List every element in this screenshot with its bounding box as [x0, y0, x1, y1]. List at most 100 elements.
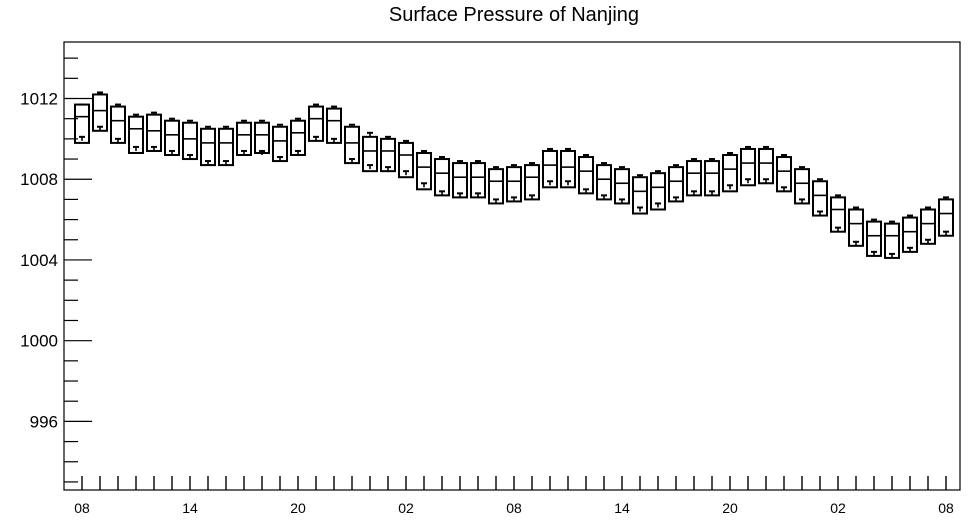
box-item	[524, 162, 540, 201]
box-body	[920, 208, 936, 245]
box-item	[686, 158, 702, 197]
box-body	[92, 93, 108, 132]
box-body	[506, 166, 522, 203]
box-body	[110, 105, 126, 144]
box-body	[218, 127, 234, 167]
box-item	[200, 125, 216, 167]
box-item	[92, 91, 108, 132]
box-item	[542, 147, 558, 189]
box-body	[776, 156, 792, 193]
box-item	[272, 123, 288, 163]
box-item	[146, 111, 162, 152]
box-body	[848, 208, 864, 247]
box-body	[272, 125, 288, 163]
box-item	[560, 147, 576, 189]
box-item	[488, 166, 504, 205]
box-item	[308, 103, 324, 142]
box-body	[290, 119, 306, 157]
box-item	[416, 149, 432, 191]
box-body	[524, 164, 540, 201]
box-body	[866, 220, 882, 257]
box-item	[614, 166, 630, 205]
box-item	[704, 158, 720, 197]
box-item	[380, 135, 396, 173]
box-item	[668, 164, 684, 203]
box-item	[236, 119, 252, 157]
box-item	[254, 119, 270, 155]
box-body	[488, 168, 504, 205]
box-body	[344, 125, 360, 165]
box-item	[812, 178, 828, 217]
y-tick-label: 1012	[20, 90, 58, 109]
y-axis: 996 1000 1004 1008 1012	[20, 57, 92, 483]
y-tick-label: 996	[30, 412, 58, 431]
box-item	[650, 170, 666, 211]
y-tick-label: 1000	[20, 332, 58, 351]
box-body	[596, 164, 612, 201]
box-item	[866, 218, 882, 257]
x-tick-label: 02	[398, 500, 414, 516]
x-tick-label: 14	[182, 500, 198, 516]
x-axis: 08 14 20 02 08 14 20 02 08	[74, 476, 954, 516]
box-item	[776, 154, 792, 193]
box-item	[632, 174, 648, 215]
x-tick-label: 20	[722, 500, 738, 516]
box-body	[884, 222, 900, 259]
box-item	[182, 119, 198, 161]
box-item	[434, 156, 450, 197]
box-series	[74, 91, 954, 259]
box-body	[452, 162, 468, 199]
box-body	[182, 121, 198, 161]
box-item	[902, 214, 918, 253]
box-item	[344, 123, 360, 165]
box-body	[938, 198, 954, 237]
box-item	[506, 164, 522, 203]
box-body	[812, 180, 828, 217]
box-body	[164, 119, 180, 157]
box-item	[110, 103, 126, 144]
box-item	[362, 131, 378, 173]
box-body	[668, 166, 684, 203]
box-body	[758, 147, 774, 185]
x-tick-label: 08	[506, 500, 522, 516]
x-tick-label: 02	[830, 500, 846, 516]
x-tick-label: 20	[290, 500, 306, 516]
box-item	[164, 117, 180, 157]
box-body	[794, 168, 810, 205]
box-item	[884, 220, 900, 259]
box-item	[794, 166, 810, 205]
box-body	[200, 127, 216, 167]
box-body	[830, 196, 846, 233]
box-body	[704, 160, 720, 197]
box-body	[578, 156, 594, 195]
box-item	[578, 154, 594, 195]
box-item	[452, 160, 468, 199]
box-item	[470, 160, 486, 199]
y-tick-label: 1004	[20, 251, 58, 270]
box-item	[218, 125, 234, 167]
box-item	[398, 139, 414, 179]
box-item	[830, 194, 846, 233]
box-body	[686, 160, 702, 197]
box-item	[290, 117, 306, 157]
box-body	[902, 216, 918, 253]
x-tick-label: 14	[614, 500, 630, 516]
box-body	[470, 162, 486, 199]
box-item	[740, 145, 756, 187]
box-body	[326, 107, 342, 144]
box-body	[254, 121, 270, 154]
box-item	[938, 196, 954, 237]
y-tick-label: 1008	[20, 170, 58, 189]
box-item	[722, 151, 738, 193]
chart-title: Surface Pressure of Nanjing	[389, 4, 639, 26]
box-item	[128, 113, 144, 154]
box-item	[920, 206, 936, 245]
box-item	[596, 162, 612, 201]
x-tick-label: 08	[938, 500, 954, 516]
box-item	[758, 145, 774, 185]
box-body	[434, 158, 450, 197]
box-body	[146, 113, 162, 152]
box-body	[614, 168, 630, 205]
plot-frame	[63, 41, 961, 491]
